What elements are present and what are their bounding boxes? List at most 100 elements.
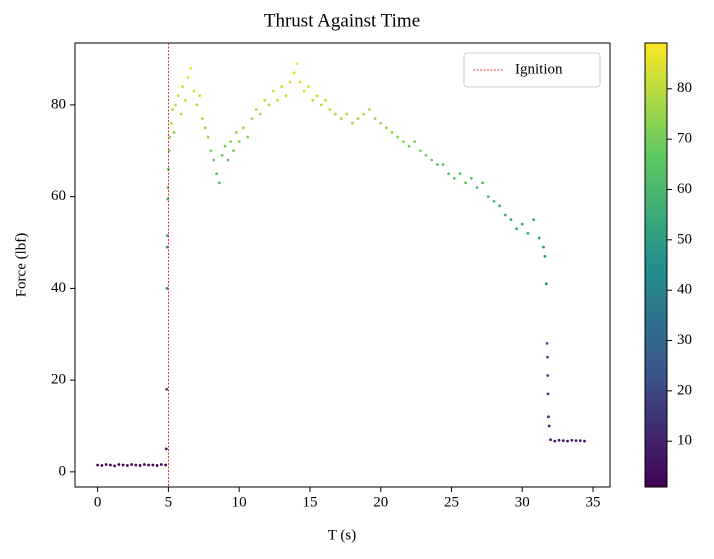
point <box>339 117 343 121</box>
point <box>168 135 172 139</box>
point <box>174 103 177 107</box>
y-tick-label: 0 <box>59 463 67 479</box>
point <box>430 158 434 162</box>
legend-label: Ignition <box>515 61 563 77</box>
point <box>271 89 275 93</box>
point <box>578 439 582 443</box>
point <box>169 121 173 125</box>
point <box>464 181 468 185</box>
point <box>259 112 262 116</box>
point <box>164 463 167 467</box>
point <box>486 195 490 199</box>
point <box>130 463 134 466</box>
x-tick-label: 20 <box>373 494 388 510</box>
point <box>206 135 210 139</box>
point <box>390 131 394 134</box>
point <box>545 342 549 345</box>
plot-frame <box>74 42 611 488</box>
point <box>481 181 485 185</box>
point <box>302 89 306 93</box>
point <box>574 439 578 443</box>
point <box>151 463 155 467</box>
point <box>172 131 176 134</box>
point <box>226 158 230 162</box>
point <box>220 153 224 157</box>
point <box>413 140 417 144</box>
point <box>520 222 524 226</box>
point <box>275 98 279 102</box>
colorbar-tick-label: 80 <box>677 80 692 96</box>
point <box>503 213 507 217</box>
point <box>542 245 545 249</box>
point <box>186 76 190 79</box>
point <box>200 117 204 121</box>
chart-title: Thrust Against Time <box>264 10 420 31</box>
point <box>195 103 199 107</box>
point <box>532 218 535 221</box>
point <box>96 463 100 467</box>
point <box>125 464 129 467</box>
point <box>100 464 104 467</box>
point <box>179 112 183 116</box>
point <box>288 80 292 84</box>
point <box>209 149 213 153</box>
point <box>155 464 159 467</box>
point <box>544 282 548 286</box>
colorbar-tick-label: 40 <box>677 282 692 298</box>
colorbar-tick-label: 50 <box>677 231 692 247</box>
point <box>159 463 163 466</box>
point <box>537 236 541 240</box>
point <box>546 355 549 359</box>
point <box>396 135 400 139</box>
point <box>546 374 550 377</box>
point <box>458 172 462 176</box>
point <box>447 172 451 176</box>
point <box>215 172 218 176</box>
point <box>566 439 569 443</box>
point <box>379 121 383 125</box>
point <box>176 94 180 98</box>
point <box>212 158 216 162</box>
point <box>475 186 479 189</box>
point <box>198 94 201 98</box>
point <box>570 438 574 442</box>
point <box>284 94 288 98</box>
point <box>315 94 319 98</box>
x-tick-label: 5 <box>165 494 173 510</box>
point <box>324 98 327 102</box>
y-tick-label: 20 <box>51 372 66 388</box>
point <box>280 85 284 88</box>
point <box>165 245 169 249</box>
colorbar-tick-label: 60 <box>677 181 692 197</box>
y-axis-label: Force (lbf) <box>13 233 29 298</box>
colorbar-tick-label: 10 <box>677 433 692 449</box>
point <box>546 392 550 396</box>
x-tick-label: 35 <box>586 494 601 510</box>
point <box>553 439 557 443</box>
x-tick-label: 15 <box>302 494 317 510</box>
point <box>526 231 530 235</box>
point <box>121 463 125 467</box>
point <box>549 438 552 442</box>
point <box>295 62 299 66</box>
point <box>232 149 235 153</box>
point <box>164 447 168 451</box>
point <box>401 140 405 144</box>
point <box>181 85 184 88</box>
point <box>547 415 550 419</box>
point <box>547 424 551 428</box>
point <box>254 108 258 111</box>
point <box>543 254 547 258</box>
y-tick-label: 60 <box>51 188 66 204</box>
point <box>192 89 196 93</box>
point <box>142 463 146 466</box>
point <box>356 117 360 121</box>
point <box>498 204 502 208</box>
point <box>166 186 170 189</box>
x-tick-label: 30 <box>515 494 530 510</box>
point <box>263 98 267 102</box>
point <box>203 126 207 130</box>
point <box>117 463 121 466</box>
y-tick-label: 40 <box>51 280 66 296</box>
